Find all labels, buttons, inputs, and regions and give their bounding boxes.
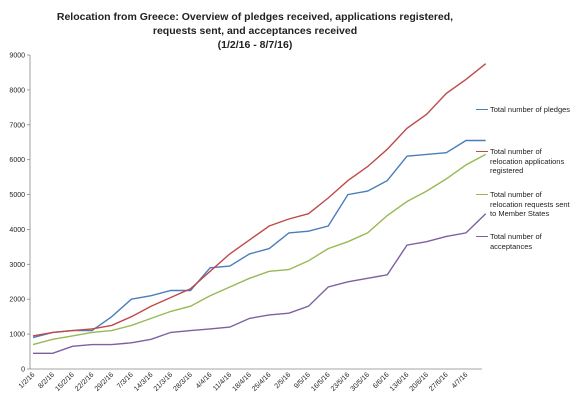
x-tick-label: 6/6/16	[372, 371, 391, 390]
series-line	[32, 63, 487, 337]
y-tick-label: 1000	[9, 332, 25, 339]
legend-label: Total number of relocation applications …	[490, 147, 565, 175]
x-tick-label: 7/3/16	[116, 371, 135, 390]
y-tick-label: 8000	[9, 87, 25, 94]
y-tick-label: 6000	[9, 157, 25, 164]
x-tick-label: 4/4/16	[195, 371, 214, 390]
y-tick-label: 2000	[9, 297, 25, 304]
chart-title-block: Relocation from Greece: Overview of pled…	[35, 10, 475, 52]
y-tick-label: 3000	[9, 262, 25, 269]
x-tick-label: 30/5/16	[350, 371, 372, 393]
x-tick-label: 14/3/16	[133, 371, 155, 393]
x-tick-label: 18/4/16	[231, 371, 253, 393]
legend-entry: Total number of relocation requests sent…	[476, 190, 574, 219]
x-tick-label: 21/3/16	[153, 371, 175, 393]
x-tick-label: 23/5/16	[330, 371, 352, 393]
x-tick-label: 1/2/16	[18, 371, 37, 390]
x-tick-label: 16/5/16	[310, 371, 332, 393]
y-tick-label: 9000	[9, 53, 25, 60]
legend-entry: Total number of relocation applications …	[476, 147, 574, 176]
x-tick-label: 11/4/16	[212, 371, 233, 392]
series-line	[32, 139, 486, 339]
legend-swatch	[476, 194, 488, 195]
y-tick-label: 0	[21, 367, 25, 374]
legend-swatch	[476, 236, 488, 237]
x-tick-label: 27/6/16	[428, 371, 450, 393]
x-tick-label: 20/6/16	[409, 371, 431, 393]
x-tick-label: 2/5/16	[274, 371, 293, 390]
y-tick-label: 5000	[9, 192, 25, 199]
x-tick-label: 29/2/16	[94, 371, 116, 393]
legend-label: Total number of acceptances	[490, 232, 542, 251]
x-tick-label: 4/7/16	[451, 371, 470, 390]
series-line	[33, 213, 487, 354]
x-tick-label: 13/6/16	[389, 371, 411, 393]
y-tick-label: 7000	[9, 122, 25, 129]
legend-entry: Total number of acceptances	[476, 232, 574, 251]
x-tick-label: 22/2/16	[74, 371, 96, 393]
legend-label: Total number of relocation requests sent…	[490, 190, 570, 218]
chart-subtitle: (1/2/16 - 8/7/16)	[217, 39, 293, 51]
x-tick-label: 28/3/16	[172, 371, 194, 393]
x-tick-label: 8/2/16	[37, 371, 56, 390]
chart-title: Relocation from Greece: Overview of pled…	[56, 11, 454, 37]
series-line	[32, 153, 487, 346]
legend-entry: Total number of pledges	[476, 105, 574, 115]
legend-swatch	[476, 151, 488, 152]
x-tick-label: 9/5/16	[293, 371, 312, 390]
legend-swatch	[476, 109, 488, 110]
y-tick-label: 4000	[9, 227, 25, 234]
x-tick-label: 15/2/16	[54, 371, 76, 393]
legend-label: Total number of pledges	[490, 105, 571, 114]
x-tick-label: 25/4/16	[251, 371, 273, 393]
